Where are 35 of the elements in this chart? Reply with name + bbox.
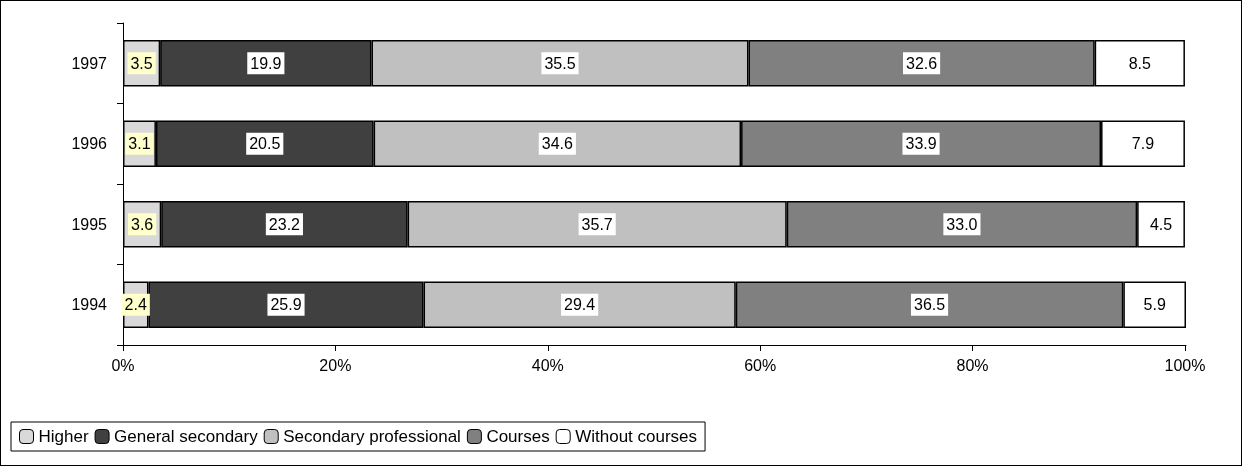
x-tick-label: 80% bbox=[956, 356, 989, 374]
x-tick-label: 60% bbox=[744, 356, 777, 374]
data-label: 2.4 bbox=[124, 296, 147, 314]
data-label: 25.9 bbox=[270, 296, 302, 314]
legend-label: Higher bbox=[38, 427, 89, 446]
data-label: 35.7 bbox=[581, 215, 613, 233]
data-label: 8.5 bbox=[1128, 54, 1152, 72]
x-tick-label: 20% bbox=[319, 356, 352, 374]
data-label: 34.6 bbox=[541, 135, 573, 153]
data-label: 3.6 bbox=[130, 215, 154, 233]
y-tick-label: 1994 bbox=[71, 296, 108, 314]
legend-label: General secondary bbox=[114, 427, 259, 446]
data-label: 33.9 bbox=[905, 135, 937, 153]
data-label: 35.5 bbox=[544, 54, 576, 72]
x-tick-label: 100% bbox=[1164, 356, 1206, 374]
data-label: 33.0 bbox=[946, 215, 978, 233]
y-tick-label: 1995 bbox=[71, 215, 108, 233]
data-label: 36.5 bbox=[913, 296, 946, 314]
data-label: 7.9 bbox=[1131, 135, 1155, 153]
x-tick-label: 0% bbox=[111, 356, 135, 374]
legend-label: Secondary professional bbox=[283, 427, 461, 446]
data-label: 3.1 bbox=[128, 135, 151, 153]
data-label: 23.2 bbox=[268, 215, 301, 233]
data-label: 20.5 bbox=[249, 135, 281, 153]
legend-label: Without courses bbox=[575, 427, 698, 446]
data-label: 29.4 bbox=[564, 296, 596, 314]
y-tick-label: 1997 bbox=[71, 54, 108, 72]
y-tick-label: 1996 bbox=[71, 135, 108, 153]
x-tick-label: 40% bbox=[531, 356, 564, 374]
data-label: 3.5 bbox=[130, 54, 153, 72]
legend-label: Courses bbox=[486, 427, 550, 446]
data-label: 5.9 bbox=[1143, 296, 1166, 314]
data-label: 4.5 bbox=[1149, 215, 1173, 233]
data-label: 32.6 bbox=[906, 54, 938, 72]
data-label: 19.9 bbox=[250, 54, 282, 72]
